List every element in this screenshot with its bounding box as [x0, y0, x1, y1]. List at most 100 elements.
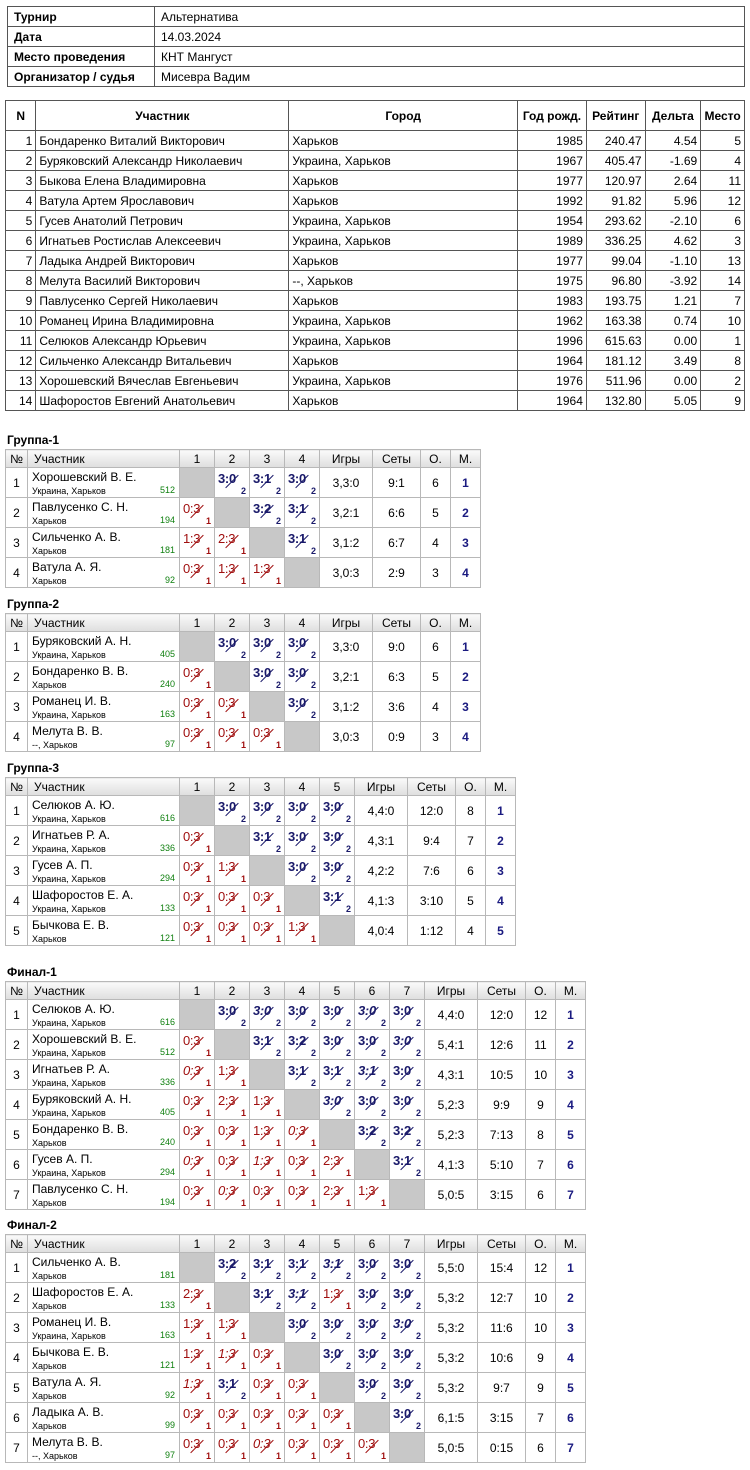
- participant-city: Харьков: [288, 170, 519, 191]
- group-table: № Участник 1 2 3 4 5 6 7 Игры Сеты О. М. 1 Сильченко А…: [5, 1234, 586, 1463]
- points-total: 8: [525, 1119, 556, 1150]
- player-name: Шафоростов Е. А.: [32, 888, 134, 902]
- match-points: 2: [275, 1301, 281, 1311]
- match-score-cell: 0:3 1: [284, 1402, 320, 1433]
- match-score: 0:3 1: [250, 722, 284, 751]
- points-total: 6: [455, 855, 486, 886]
- player-rating: 294: [159, 1167, 175, 1177]
- match-score-cell: 0:3 1: [179, 825, 215, 856]
- match-score: 3:0 2: [285, 826, 319, 855]
- participant-delta: 2.64: [644, 170, 702, 191]
- group-row: 1 Селюков А. Ю. Украина, Харьков 616 3:0 2 3:0…: [5, 999, 586, 1030]
- col-header-opponent: 1: [179, 981, 215, 1000]
- sets-summary: 12:7: [477, 1282, 526, 1313]
- self-match-cell: [284, 1342, 320, 1373]
- match-points: 2: [310, 1271, 316, 1281]
- player-name: Бондаренко В. В.: [32, 1122, 129, 1136]
- games-summary: 4,4:0: [424, 999, 478, 1030]
- match-score: 0:3 1: [180, 722, 214, 751]
- player-name: Игнатьев Р. А.: [32, 828, 110, 842]
- participant-birth-year: 1976: [517, 370, 587, 391]
- match-score: 3:1 2: [285, 1283, 319, 1312]
- player-rating: 336: [159, 843, 175, 853]
- player-city: Украина, Харьков: [32, 486, 106, 496]
- match-score-cell: 3:0 2: [389, 1402, 425, 1433]
- player-name: Сильченко А. В.: [32, 1255, 121, 1269]
- participant-place: 1: [700, 330, 745, 351]
- match-score: 1:3 1: [215, 558, 249, 587]
- participant-row: 4 Ватула Артем Ярославович Харьков 1992 91.8…: [4, 190, 745, 211]
- match-points: 1: [205, 710, 211, 720]
- match-points: 1: [240, 1078, 246, 1088]
- col-header-opponent: 4: [284, 981, 320, 1000]
- match-score: 3:0 2: [390, 1000, 424, 1029]
- points-total: 5: [420, 661, 451, 692]
- match-score: 3:1 2: [250, 1030, 284, 1059]
- match-score-cell: 0:3 1: [284, 1179, 320, 1210]
- player-name: Бычкова Е. В.: [32, 1345, 110, 1359]
- match-score: 2:3 1: [320, 1180, 354, 1209]
- match-points: 1: [310, 934, 316, 944]
- match-score-cell: 0:3 1: [214, 1149, 250, 1180]
- match-points: 1: [240, 710, 246, 720]
- player-city: Украина, Харьков: [32, 1168, 106, 1178]
- participant-delta: 5.96: [644, 190, 702, 211]
- participant-name: Буряковский Александр Николаевич: [35, 150, 290, 171]
- match-score-cell: 1:3 1: [214, 1312, 250, 1343]
- points-total: 12: [525, 1252, 556, 1283]
- match-score-cell: 0:3 1: [179, 1119, 215, 1150]
- match-score-cell: 0:3 1: [284, 1119, 320, 1150]
- col-header-number: №: [5, 981, 28, 1000]
- match-score: 3:0 2: [355, 1343, 389, 1372]
- group-row: 5 Бондаренко В. В. Харьков 240 0:3 1 0:3 1 1:3 1 0…: [5, 1119, 586, 1150]
- group-row: 1 Буряковский А. Н. Украина, Харьков 405 3:0…: [5, 631, 481, 662]
- participant-name: Павлусенко Сергей Николаевич: [35, 290, 290, 311]
- match-points: 1: [275, 1421, 281, 1431]
- participant-place: 7: [700, 290, 745, 311]
- participants-table: N Участник Город Год рожд. Рейтинг Дельт…: [4, 100, 745, 411]
- points-total: 9: [525, 1089, 556, 1120]
- match-score-cell: 3:2 2: [249, 497, 285, 528]
- col-header-opponent: 3: [249, 777, 285, 796]
- match-points: 1: [275, 1108, 281, 1118]
- participant-city: Украина, Харьков: [288, 330, 519, 351]
- participant-number: 6: [4, 230, 37, 251]
- match-score: 3:1 2: [285, 528, 319, 557]
- match-points: 2: [275, 680, 281, 690]
- games-summary: 4,1:3: [424, 1149, 478, 1180]
- match-points: 2: [310, 486, 316, 496]
- participant-rating: 293.62: [585, 210, 646, 231]
- participant-city: --, Харьков: [288, 270, 519, 291]
- match-score: 0:3 1: [250, 1433, 284, 1462]
- match-score: 3:1 2: [320, 1060, 354, 1089]
- final-place: 1: [485, 795, 516, 826]
- match-score-cell: 3:0 2: [319, 999, 355, 1030]
- match-points: 1: [275, 1168, 281, 1178]
- self-match-cell: [249, 691, 285, 722]
- col-header-opponent: 7: [389, 1234, 425, 1253]
- group-row: 7 Мелута В. В. --, Харьков 97 0:3 1 0:3 1 0:3 1 0:…: [5, 1432, 586, 1463]
- match-score: 3:0 2: [250, 632, 284, 661]
- match-score: 1:3 1: [250, 1150, 284, 1179]
- match-score: 0:3 1: [215, 1150, 249, 1179]
- col-header-sets: Сеты: [372, 613, 421, 632]
- player-name: Романец И. В.: [32, 694, 112, 708]
- match-points: 2: [310, 546, 316, 556]
- info-row: Дата 14.03.2024: [7, 26, 745, 47]
- col-header-opponent: 1: [179, 1234, 215, 1253]
- player-city: Харьков: [32, 934, 67, 944]
- participant-place: 10: [700, 310, 745, 331]
- match-score-cell: 3:2 2: [389, 1119, 425, 1150]
- match-score-cell: 3:1 2: [284, 1252, 320, 1283]
- match-points: 1: [310, 1451, 316, 1461]
- participant-number: 10: [4, 310, 37, 331]
- match-points: 2: [380, 1138, 386, 1148]
- self-match-cell: [249, 855, 285, 886]
- games-summary: 3,2:1: [319, 661, 373, 692]
- match-points: 1: [240, 1451, 246, 1461]
- participant-row: 5 Гусев Анатолий Петрович Украина, Харьков…: [4, 210, 745, 231]
- player-cell: Ватула А. Я. Харьков 92: [27, 557, 180, 588]
- player-number: 1: [5, 795, 28, 826]
- participant-birth-year: 1964: [517, 350, 587, 371]
- player-number: 2: [5, 1282, 28, 1313]
